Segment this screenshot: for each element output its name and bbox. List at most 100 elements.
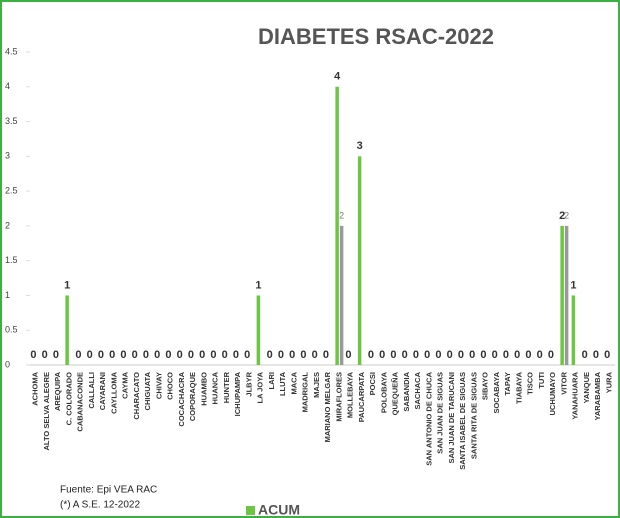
x-tick-label: CALLALLI — [87, 372, 96, 409]
x-tick-label: SABANDIA — [402, 371, 411, 411]
source-note: Fuente: Epi VEA RAC — [60, 485, 157, 496]
value-label: 0 — [109, 349, 115, 361]
value-label: 0 — [345, 349, 351, 361]
x-tick-label: COCACHACRA — [177, 371, 186, 426]
x-tick-label: CHIVAY — [154, 372, 163, 399]
y-tick-label: 1.5 — [5, 255, 18, 265]
x-tick-label: SANTA ISABEL DE SIGUAS — [458, 372, 467, 470]
value-label: 0 — [233, 349, 239, 361]
x-tick-label: SIBAYO — [481, 372, 490, 400]
x-tick-label: AREQUIPA — [53, 371, 62, 411]
value-label: 0 — [278, 349, 284, 361]
x-tick-label: MACA — [289, 371, 298, 394]
value-label: 0 — [435, 349, 441, 361]
x-tick-label: CHARACATO — [132, 372, 141, 420]
bar — [560, 225, 564, 365]
value-label: 0 — [199, 349, 205, 361]
x-tick-label: YANAHUARA — [571, 371, 580, 419]
value-label: 0 — [188, 349, 194, 361]
value-label: 0 — [424, 349, 430, 361]
x-tick-label: TISCO — [526, 372, 535, 395]
value-label: 0 — [480, 349, 486, 361]
source-note: (*) A S.E. 12-2022 — [60, 500, 140, 511]
value-label: 4 — [334, 71, 341, 83]
x-tick-label: POCSI — [368, 372, 377, 395]
value-label: 0 — [132, 349, 138, 361]
value-label: 0 — [120, 349, 126, 361]
x-tick-label: LARI — [267, 372, 276, 390]
x-tick-label: HUAMBO — [199, 372, 208, 406]
value-label: 0 — [604, 349, 610, 361]
legend-swatch — [246, 506, 255, 515]
value-label: 0 — [75, 349, 81, 361]
y-tick-label: 2.5 — [5, 185, 18, 195]
x-tick-label: ICHUPAMPA — [233, 371, 242, 416]
x-tick-label: CAYARANI — [98, 372, 107, 410]
value-label: 3 — [357, 140, 363, 152]
value-label: 0 — [447, 349, 453, 361]
value-label: 2 — [559, 210, 565, 222]
x-tick-label: HUNTER — [222, 371, 231, 403]
x-tick-label: SAN ANTONIO DE CHUCA — [424, 371, 433, 465]
value-label: 0 — [503, 349, 509, 361]
x-tick-label: ALTO SELVA ALEGRE — [42, 372, 51, 450]
value-label: 0 — [98, 349, 104, 361]
value-label: 0 — [289, 349, 295, 361]
x-tick-label: YURA — [604, 371, 613, 393]
x-tick-label: QUEQUEÑA — [391, 371, 400, 415]
x-tick-label: MOLLEBAYA — [346, 371, 355, 418]
value-label: 0 — [469, 349, 475, 361]
bar — [571, 295, 576, 365]
value-label: 0 — [368, 349, 374, 361]
value-label: 0 — [413, 349, 419, 361]
value-label: 0 — [458, 349, 464, 361]
x-tick-label: SOCABAYA — [492, 371, 501, 413]
x-tick-label: CABANACONDE — [76, 372, 85, 432]
value-label: 0 — [244, 349, 250, 361]
value-label: 0 — [165, 349, 171, 361]
value-label: 0 — [323, 349, 329, 361]
value-label: 0 — [177, 349, 183, 361]
value-label: 0 — [593, 349, 599, 361]
x-tick-label: MIRAFLORES — [334, 372, 343, 422]
bar — [357, 156, 362, 365]
y-tick-label: 0.5 — [5, 325, 18, 335]
x-tick-label: SAN JUAN DE TARUCANI — [447, 372, 456, 464]
x-tick-label: MARIANO MELGAR — [323, 371, 332, 442]
value-label: 0 — [402, 349, 408, 361]
value-label: 0 — [210, 349, 216, 361]
value-label: 0 — [30, 349, 36, 361]
x-tick-label: UCHUMAYO — [548, 372, 557, 416]
x-tick-label: TAPAY — [503, 372, 512, 396]
value-label: 1 — [255, 279, 261, 291]
value-label: 2 — [339, 210, 344, 220]
x-tick-label: LA JOYA — [256, 371, 265, 403]
y-tick-label: 4 — [5, 81, 10, 91]
x-tick-label: HUANCA — [211, 371, 220, 404]
value-label: 0 — [514, 349, 520, 361]
chart-title: DIABETES RSAC-2022 — [258, 24, 494, 49]
x-tick-label: COPORAQUE — [188, 372, 197, 421]
value-label: 0 — [267, 349, 273, 361]
x-tick-label: SANTA RITA DE SIGUAS — [469, 372, 478, 459]
y-tick-label: 1 — [5, 290, 10, 300]
value-label: 0 — [42, 349, 48, 361]
value-label: 0 — [53, 349, 59, 361]
x-tick-label: CHIGUATA — [143, 371, 152, 410]
bar — [65, 295, 69, 365]
value-label: 0 — [379, 349, 385, 361]
y-tick-label: 3.5 — [5, 116, 18, 126]
x-tick-label: POLOBAYA — [379, 371, 388, 413]
y-tick-label: 2 — [5, 220, 10, 230]
value-label: 0 — [492, 349, 498, 361]
x-tick-label: C. COLORADO — [64, 372, 73, 425]
value-label: 0 — [312, 349, 318, 361]
y-tick-label: 0 — [5, 359, 10, 369]
legend-label: ACUM — [258, 502, 300, 518]
x-tick-label: SAN JUAN DE SIGUAS — [436, 372, 445, 454]
x-tick-label: SACHACA — [413, 371, 422, 409]
value-label: 0 — [390, 349, 396, 361]
x-tick-label: TUTI — [537, 372, 546, 389]
